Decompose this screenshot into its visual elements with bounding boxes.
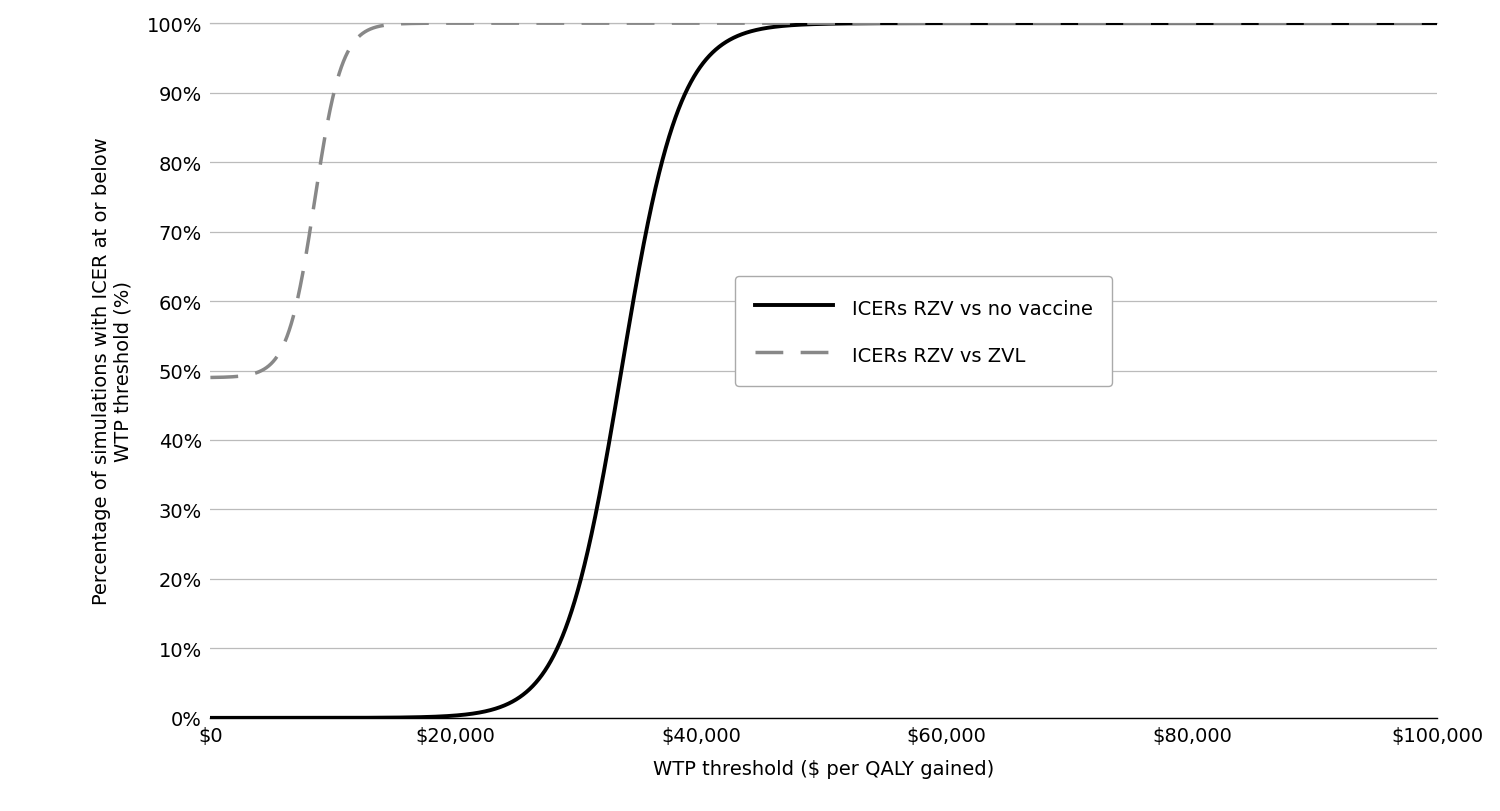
ICERs RZV vs no vaccine [274, 713, 292, 723]
ICERs RZV vs no vaccine [442, 711, 460, 721]
Y-axis label: Percentage of simulations with ICER at or below
WTP threshold (%): Percentage of simulations with ICER at o… [92, 138, 132, 605]
X-axis label: WTP threshold ($ per QALY gained): WTP threshold ($ per QALY gained) [652, 759, 994, 778]
Line: ICERs RZV vs no vaccine: ICERs RZV vs no vaccine [210, 24, 1437, 718]
ICERs RZV vs no vaccine [201, 713, 219, 723]
ICERs RZV vs no vaccine [207, 713, 225, 723]
ICERs RZV vs ZVL [1428, 19, 1446, 29]
ICERs RZV vs ZVL [274, 340, 292, 350]
ICERs RZV vs ZVL [207, 373, 225, 383]
ICERs RZV vs no vaccine [1428, 19, 1446, 29]
ICERs RZV vs ZVL [201, 373, 219, 383]
ICERs RZV vs ZVL [442, 19, 460, 29]
Legend: ICERs RZV vs no vaccine, ICERs RZV vs ZVL: ICERs RZV vs no vaccine, ICERs RZV vs ZV… [735, 277, 1113, 386]
ICERs RZV vs ZVL [801, 19, 819, 29]
ICERs RZV vs ZVL [807, 19, 825, 29]
ICERs RZV vs ZVL [252, 367, 270, 376]
ICERs RZV vs no vaccine [252, 713, 270, 723]
ICERs RZV vs no vaccine [801, 20, 819, 30]
ICERs RZV vs ZVL [1364, 19, 1382, 29]
Line: ICERs RZV vs ZVL: ICERs RZV vs ZVL [210, 24, 1437, 378]
ICERs RZV vs no vaccine [1364, 19, 1382, 29]
